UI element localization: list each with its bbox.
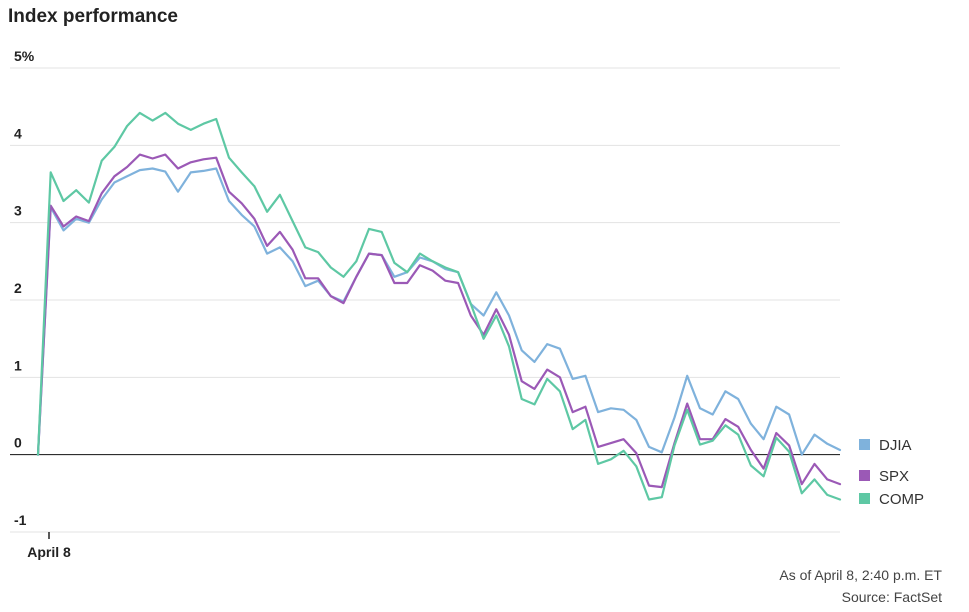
series-lines <box>36 111 842 501</box>
y-tick-label: 4 <box>14 125 22 141</box>
as-of-timestamp: As of April 8, 2:40 p.m. ET <box>779 567 942 583</box>
y-tick-label: 0 <box>14 435 22 451</box>
series-line-comp <box>36 111 842 501</box>
legend: DJIA SPX COMP <box>859 437 924 508</box>
y-tick-label: 5% <box>14 48 35 64</box>
y-tick-label: 3 <box>14 203 22 219</box>
legend-swatch-comp <box>859 493 870 504</box>
legend-swatch-djia <box>859 439 870 450</box>
source-note: Source: FactSet <box>841 589 942 605</box>
y-tick-label: 1 <box>14 357 22 373</box>
gridlines <box>10 67 840 533</box>
legend-label-comp: COMP <box>879 491 924 508</box>
legend-label-djia: DJIA <box>879 437 912 454</box>
series-line-djia <box>36 167 842 456</box>
y-tick-label: 2 <box>14 280 22 296</box>
series-line-spx <box>36 153 842 489</box>
legend-swatch-spx <box>859 470 870 481</box>
axes <box>10 454 840 539</box>
y-tick-label: -1 <box>14 512 27 528</box>
x-tick-label: April 8 <box>27 544 71 560</box>
legend-label-spx: SPX <box>879 468 909 485</box>
chart-title: Index performance <box>8 6 178 27</box>
